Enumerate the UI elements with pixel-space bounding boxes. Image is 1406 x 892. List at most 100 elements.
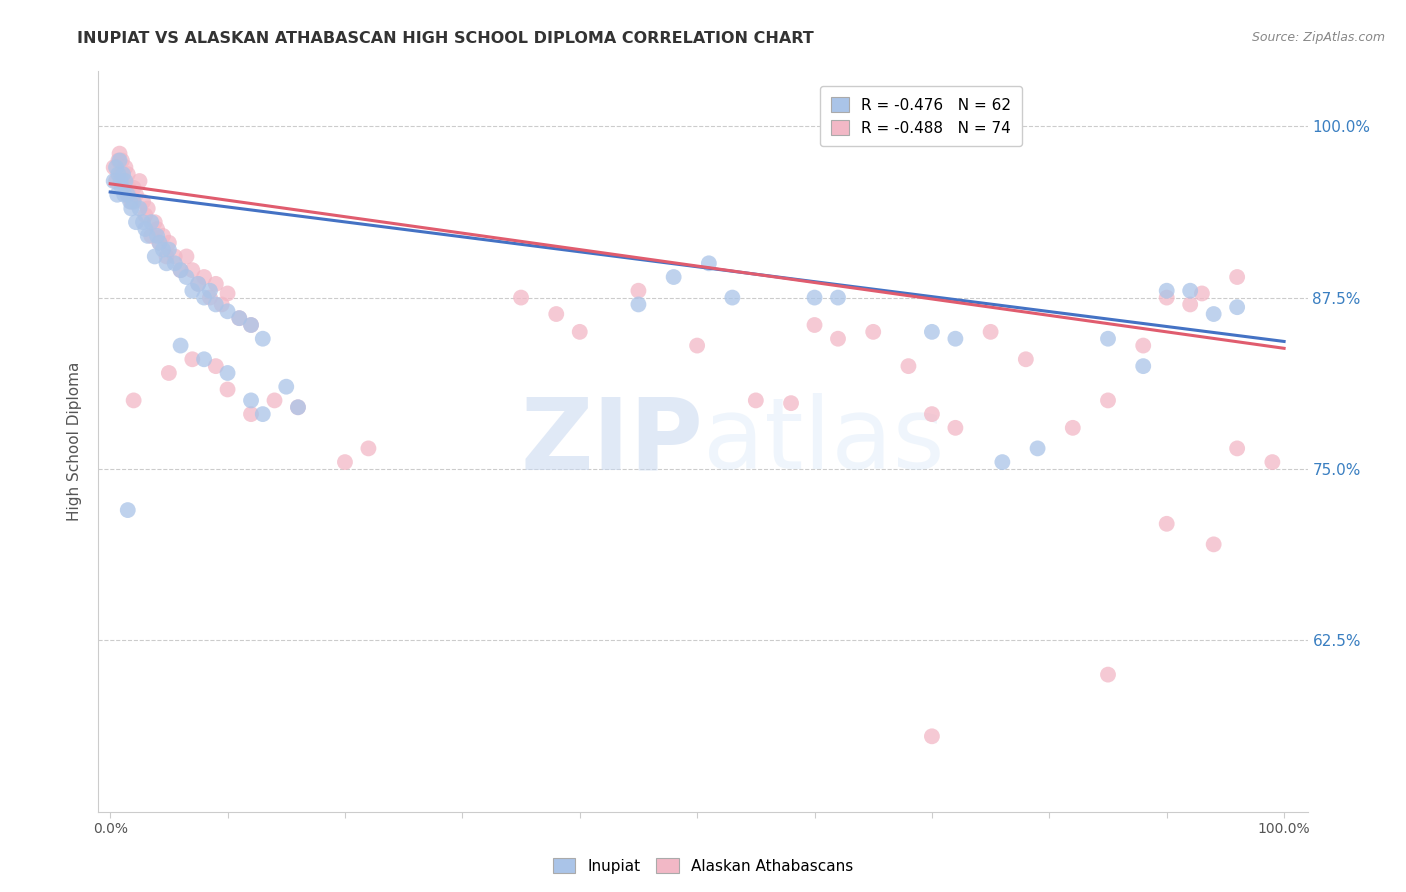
Point xyxy=(1226,270,1249,285)
Point xyxy=(110,174,132,188)
Point xyxy=(122,181,145,195)
Point xyxy=(146,222,169,236)
Point xyxy=(112,167,135,181)
Point xyxy=(217,304,239,318)
Point xyxy=(945,332,967,346)
Point xyxy=(176,250,198,264)
Point xyxy=(217,383,239,397)
Point xyxy=(1015,352,1038,367)
Point xyxy=(780,396,803,410)
Point xyxy=(945,421,967,435)
Point xyxy=(211,297,233,311)
Point xyxy=(114,174,136,188)
Point xyxy=(146,228,169,243)
Point xyxy=(980,325,1002,339)
Point xyxy=(118,181,141,195)
Point xyxy=(1156,291,1178,305)
Point xyxy=(176,270,198,285)
Point xyxy=(803,318,825,332)
Point xyxy=(1026,442,1049,456)
Point xyxy=(120,194,142,209)
Point xyxy=(1191,286,1213,301)
Point xyxy=(1097,393,1119,408)
Point xyxy=(112,174,135,188)
Point xyxy=(152,243,174,257)
Point xyxy=(163,256,186,270)
Point xyxy=(721,291,744,305)
Point xyxy=(134,222,156,236)
Point xyxy=(117,187,139,202)
Point xyxy=(198,291,221,305)
Point xyxy=(117,167,139,181)
Point xyxy=(1180,284,1202,298)
Point xyxy=(287,401,309,415)
Point xyxy=(187,277,209,291)
Point xyxy=(122,194,145,209)
Text: ZIP: ZIP xyxy=(520,393,703,490)
Point xyxy=(627,284,650,298)
Point xyxy=(181,263,204,277)
Point xyxy=(803,291,825,305)
Point xyxy=(143,250,166,264)
Point xyxy=(105,174,128,188)
Point xyxy=(141,215,163,229)
Point xyxy=(108,153,131,168)
Point xyxy=(114,161,136,175)
Point xyxy=(198,284,221,298)
Point xyxy=(111,181,134,195)
Point xyxy=(1097,667,1119,681)
Point xyxy=(686,338,709,352)
Point xyxy=(333,455,356,469)
Point xyxy=(143,215,166,229)
Point xyxy=(169,263,191,277)
Point xyxy=(745,393,768,408)
Text: INUPIAT VS ALASKAN ATHABASCAN HIGH SCHOOL DIPLOMA CORRELATION CHART: INUPIAT VS ALASKAN ATHABASCAN HIGH SCHOO… xyxy=(77,31,814,46)
Point xyxy=(240,393,263,408)
Point xyxy=(108,146,131,161)
Point xyxy=(1202,307,1225,321)
Point xyxy=(287,401,309,415)
Point xyxy=(1226,442,1249,456)
Text: atlas: atlas xyxy=(703,393,945,490)
Point xyxy=(181,284,204,298)
Point xyxy=(662,270,685,285)
Point xyxy=(193,270,215,285)
Point xyxy=(1132,338,1154,352)
Point xyxy=(152,228,174,243)
Point xyxy=(136,228,159,243)
Point xyxy=(132,215,155,229)
Point xyxy=(1261,455,1284,469)
Point xyxy=(148,235,170,250)
Point xyxy=(103,174,125,188)
Point xyxy=(627,297,650,311)
Point xyxy=(252,332,274,346)
Point xyxy=(181,352,204,367)
Point xyxy=(276,380,298,394)
Point xyxy=(546,307,568,321)
Point xyxy=(155,250,177,264)
Point xyxy=(1226,300,1249,314)
Point xyxy=(163,250,186,264)
Point xyxy=(120,194,142,209)
Point xyxy=(897,359,920,373)
Point xyxy=(991,455,1014,469)
Point xyxy=(193,352,215,367)
Point xyxy=(204,297,226,311)
Y-axis label: High School Diploma: High School Diploma xyxy=(67,362,83,521)
Point xyxy=(105,161,128,175)
Point xyxy=(132,194,155,209)
Legend: R = -0.476   N = 62, R = -0.488   N = 74: R = -0.476 N = 62, R = -0.488 N = 74 xyxy=(820,87,1022,146)
Point xyxy=(155,256,177,270)
Point xyxy=(157,235,180,250)
Point xyxy=(1180,297,1202,311)
Point xyxy=(187,277,209,291)
Point xyxy=(134,208,156,222)
Point xyxy=(510,291,533,305)
Point xyxy=(136,202,159,216)
Point xyxy=(1202,537,1225,551)
Point xyxy=(169,263,191,277)
Point xyxy=(117,503,139,517)
Point xyxy=(204,277,226,291)
Point xyxy=(157,366,180,380)
Point xyxy=(107,167,129,181)
